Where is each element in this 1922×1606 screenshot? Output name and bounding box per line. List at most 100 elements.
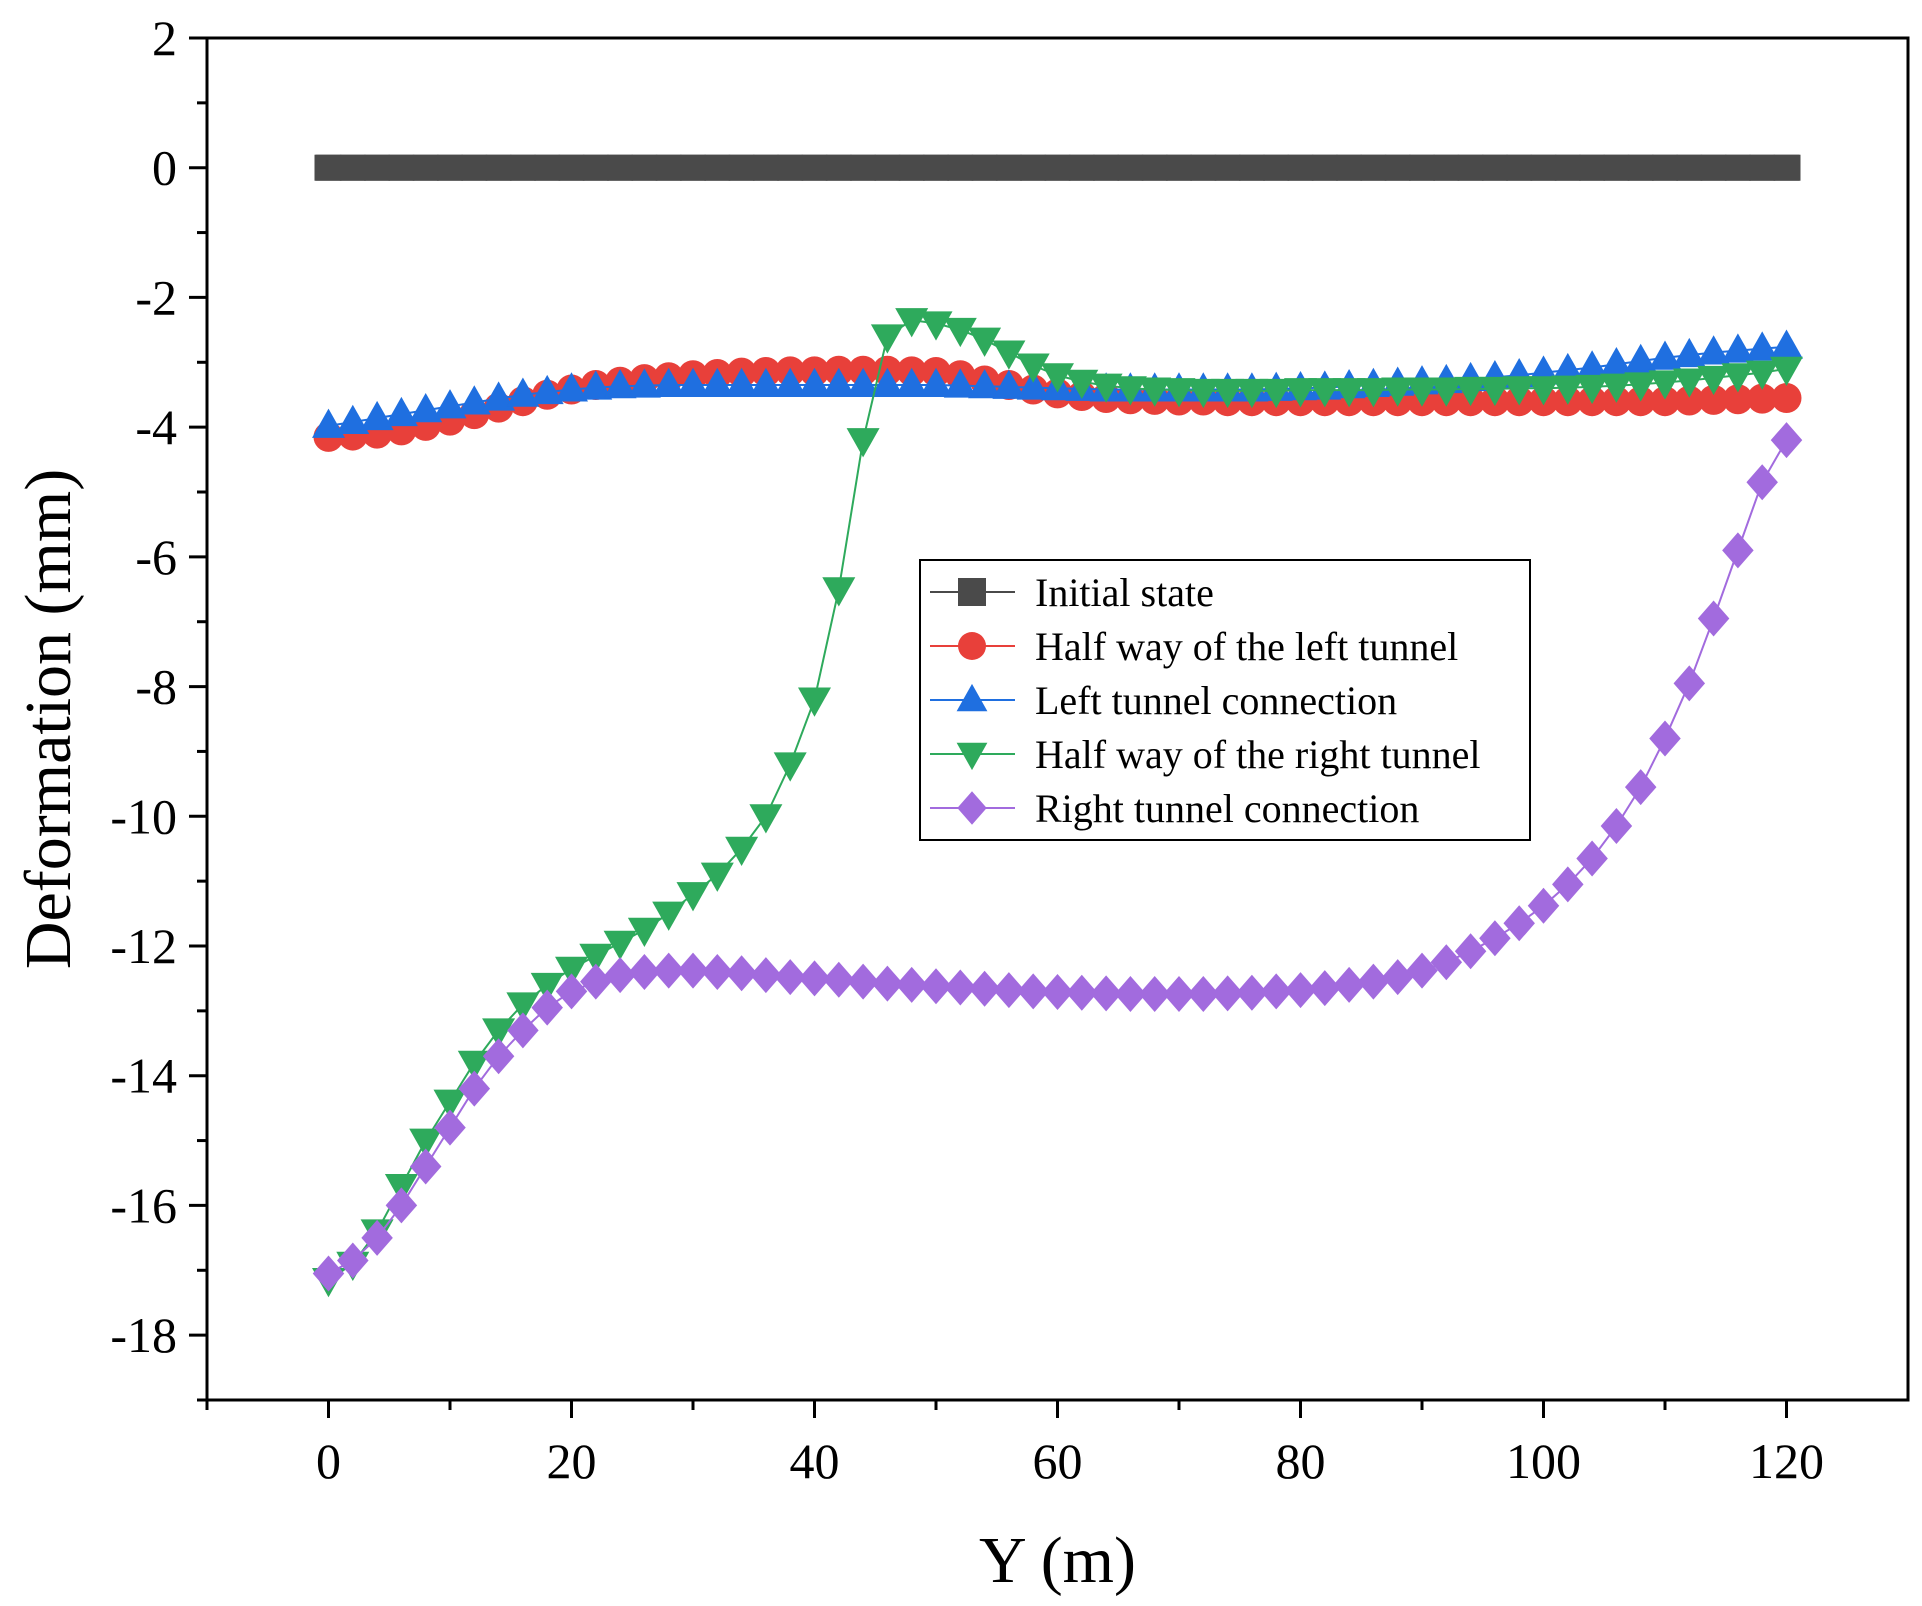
data-point (750, 957, 782, 994)
data-point (798, 687, 831, 717)
data-point (603, 369, 637, 399)
data-point (919, 311, 953, 341)
data-point (1332, 378, 1366, 408)
data-point (798, 367, 831, 397)
data-point (1186, 378, 1220, 409)
x-tick-label: 40 (790, 1433, 840, 1489)
data-point (1138, 377, 1172, 407)
y-tick-label: -14 (110, 1048, 177, 1104)
data-point (312, 408, 345, 438)
data-point (1575, 374, 1609, 405)
data-point (1650, 386, 1680, 417)
data-point (846, 428, 880, 458)
data-point (482, 1038, 515, 1075)
data-point (943, 368, 977, 398)
data-point (409, 393, 443, 423)
data-point (701, 953, 734, 990)
data-point (1090, 975, 1122, 1012)
data-point (1599, 346, 1633, 377)
data-point (555, 372, 588, 402)
data-point (1770, 356, 1803, 387)
data-point (384, 396, 418, 427)
data-point (822, 367, 856, 397)
data-point (968, 970, 1001, 1007)
data-point (1381, 959, 1414, 996)
y-tick-label: -18 (110, 1307, 177, 1363)
data-point (725, 955, 758, 992)
data-point (1698, 384, 1729, 415)
data-point (1624, 372, 1658, 402)
data-point (1138, 975, 1171, 1012)
data-point (457, 385, 491, 415)
y-axis-title: Deformation (mm) (12, 469, 85, 969)
data-point (1576, 840, 1608, 877)
data-point (1065, 369, 1099, 399)
legend-marker (956, 683, 988, 712)
data-point (1771, 382, 1802, 413)
data-point (700, 367, 734, 397)
data-point (993, 972, 1025, 1009)
data-point (1745, 331, 1779, 361)
data-point (1697, 600, 1730, 637)
data-point (895, 966, 928, 1003)
data-point (1721, 333, 1755, 363)
data-point (1747, 383, 1778, 414)
data-point (920, 968, 952, 1005)
data-point (1357, 963, 1390, 1000)
data-point (992, 369, 1026, 399)
x-tick-label: 20 (547, 1433, 597, 1489)
legend-box (919, 559, 1531, 841)
data-point (774, 959, 806, 996)
data-point (1309, 970, 1341, 1007)
y-tick-label: 0 (152, 140, 177, 196)
data-point (1649, 720, 1681, 757)
series-layer (312, 154, 1803, 1298)
data-point (482, 381, 516, 411)
legend-label: Half way of the right tunnel (1035, 732, 1480, 777)
data-point (530, 972, 564, 1003)
data-point (968, 369, 1002, 399)
legend-label: Initial state (1035, 570, 1214, 615)
data-point (434, 1109, 466, 1146)
legend-label: Left tunnel connection (1035, 678, 1397, 723)
data-point (895, 367, 929, 397)
data-point (1429, 377, 1463, 407)
data-point (1575, 350, 1609, 380)
legend-item: Half way of the right tunnel (930, 732, 1480, 777)
data-point (1430, 944, 1463, 981)
legend-label: Right tunnel connection (1035, 786, 1419, 831)
data-point (871, 965, 904, 1002)
y-tick-label: -6 (135, 529, 177, 585)
data-point (823, 961, 855, 998)
data-point (1721, 363, 1755, 393)
data-point (580, 963, 612, 1000)
data-point (1211, 975, 1244, 1012)
series-0 (314, 154, 1801, 181)
y-tick-label: -12 (110, 918, 177, 974)
data-point (1259, 378, 1293, 409)
data-point (1770, 329, 1803, 359)
data-point (1454, 376, 1488, 407)
data-point (603, 930, 637, 961)
data-point (992, 340, 1026, 370)
data-point (385, 1187, 418, 1224)
data-point (1235, 378, 1269, 409)
data-point (1066, 974, 1098, 1011)
y-tick-label: 2 (152, 10, 177, 66)
data-point (555, 973, 588, 1010)
data-point (1624, 343, 1658, 373)
series-band (314, 154, 1801, 181)
y-axis: 2 0 -2 -4 -6 -8 -10 -12 -14 -16 -18 (110, 10, 207, 1402)
y-tick-label: -10 (110, 788, 177, 844)
data-point (1284, 972, 1317, 1009)
y-tick-label: -16 (110, 1177, 177, 1233)
data-point (1041, 974, 1074, 1011)
data-point (1746, 464, 1778, 501)
data-point (1163, 975, 1195, 1012)
data-point (1114, 975, 1147, 1012)
data-point (1722, 532, 1754, 569)
data-point (652, 952, 685, 989)
data-point (676, 882, 710, 912)
data-point (1308, 378, 1342, 408)
data-point (1770, 422, 1803, 459)
